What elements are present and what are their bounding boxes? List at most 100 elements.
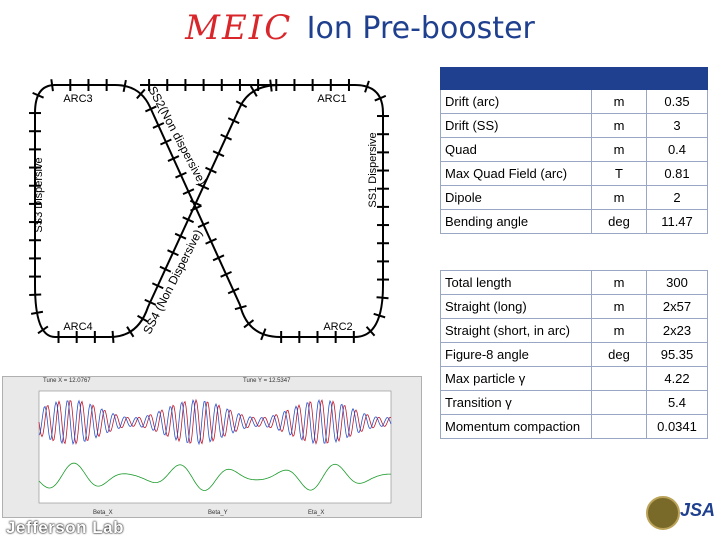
- table-row: Total length m 300: [440, 270, 708, 295]
- lattice-trace: [38, 462, 391, 491]
- label-arc4: ARC4: [63, 321, 92, 333]
- magnet-tick: [311, 79, 314, 91]
- magnet-tick: [243, 319, 255, 329]
- param-value: 300: [646, 270, 708, 295]
- magnet-tick: [29, 257, 41, 260]
- label-arc2: ARC2: [323, 321, 352, 333]
- magnet-tick: [190, 204, 202, 212]
- magnet-tick: [329, 79, 332, 91]
- magnet-tick: [151, 282, 164, 290]
- magnet-tick: [29, 166, 42, 169]
- magnet-tick: [167, 155, 180, 162]
- param-name: Bending angle: [440, 209, 592, 234]
- magnet-tick: [159, 265, 172, 273]
- param-name: Drift (SS): [440, 113, 592, 138]
- magnet-tick: [87, 79, 90, 92]
- magnet-tick: [30, 310, 44, 315]
- tune-x-readout: Tune X = 12.0767: [43, 378, 91, 384]
- label-ss3: SS3 Dispersive: [33, 157, 45, 232]
- magnet-tick: [377, 242, 389, 245]
- param-name: Straight (long): [440, 294, 592, 319]
- meic-logo: MEIC: [185, 8, 293, 48]
- magnet-tick: [220, 79, 223, 91]
- param-value: 5.4: [646, 390, 708, 415]
- param-name: Total length: [440, 270, 592, 295]
- legend-eta-x: Eta_X: [308, 510, 324, 516]
- param-unit: m: [591, 113, 647, 138]
- label-ss4: SS4 (Non Dispersive): [140, 227, 205, 336]
- magnet-tick: [374, 94, 387, 102]
- magnet-tick: [352, 331, 355, 343]
- table-row: Figure-8 angle deg 95.35: [440, 342, 708, 367]
- magnet-tick: [184, 79, 187, 91]
- table-row: Drift (SS) m 3: [440, 113, 708, 138]
- magnet-tick: [93, 331, 96, 343]
- slide-title: MEIC Ion Pre-booster: [0, 8, 720, 52]
- magnet-tick: [144, 105, 157, 113]
- magnet-tick: [377, 205, 389, 208]
- beta-function-traces: Beta_X Beta_Y Eta_X: [38, 390, 392, 516]
- jefferson-lab-logo: Jefferson Lab: [6, 518, 124, 537]
- doe-seal-icon: [646, 496, 680, 530]
- magnet-tick: [111, 330, 115, 343]
- magnet-tick: [166, 79, 169, 91]
- magnet-tick: [238, 79, 241, 91]
- param-value: 2x57: [646, 294, 708, 319]
- magnet-tick: [334, 331, 337, 343]
- magnet-tick: [316, 331, 319, 343]
- param-name: Straight (short, in arc): [440, 318, 592, 343]
- magnet-parameter-table: Drift (arc) m 0.35 Drift (SS) m 3 Quad m 0.4 Max …: [440, 67, 708, 234]
- magnet-tick: [377, 187, 389, 190]
- param-value: 2x23: [646, 318, 708, 343]
- magnet-tick: [167, 249, 179, 257]
- magnet-tick: [220, 270, 232, 278]
- footer-bar: Jefferson Lab: [0, 516, 720, 540]
- magnet-tick: [29, 112, 42, 115]
- legend-beta-y: Beta_Y: [208, 510, 228, 516]
- magnet-tick: [235, 100, 248, 109]
- magnet-tick: [373, 312, 386, 319]
- magnet-tick: [365, 326, 376, 337]
- table-row: Straight (short, in arc) m 2x23: [440, 318, 708, 343]
- magnet-tick: [227, 117, 240, 125]
- param-name: Transition γ: [440, 390, 592, 415]
- table-row: Momentum compaction 0.0341: [440, 414, 708, 439]
- param-value: 0.81: [646, 161, 708, 186]
- magnet-tick: [377, 115, 389, 118]
- table-row: Transition γ 5.4: [440, 390, 708, 415]
- magnet-tick: [29, 184, 42, 187]
- param-value: 0.4: [646, 137, 708, 162]
- magnet-tick: [105, 79, 108, 91]
- param-unit: m: [591, 137, 647, 162]
- magnet-tick: [220, 133, 232, 141]
- magnet-tick: [212, 150, 225, 158]
- param-value: 3: [646, 113, 708, 138]
- param-value: 2: [646, 185, 708, 210]
- param-value: 95.35: [646, 342, 708, 367]
- magnet-tick: [137, 314, 149, 323]
- magnet-tick: [280, 331, 283, 343]
- magnet-tick: [197, 221, 210, 229]
- magnet-tick: [260, 328, 267, 341]
- magnet-tick: [234, 304, 247, 311]
- table-row: Max particle γ 4.22: [440, 366, 708, 391]
- magnet-tick: [377, 224, 389, 227]
- magnet-tick: [29, 239, 42, 242]
- magnet-tick: [205, 237, 217, 245]
- param-value: 11.47: [646, 209, 708, 234]
- magnet-tick: [376, 296, 389, 300]
- magnet-tick: [377, 133, 389, 136]
- param-unit: m: [591, 270, 647, 295]
- ring-parameter-table: Total length m 300 Straight (long) m 2x57 Stra…: [440, 270, 708, 439]
- magnet-tick: [29, 130, 42, 133]
- legend-beta-x: Beta_X: [93, 510, 113, 516]
- magnet-tick: [202, 79, 205, 91]
- magnet-tick: [364, 80, 370, 93]
- magnet-tick: [29, 202, 42, 205]
- lattice-trace: [38, 398, 392, 446]
- table-header: [440, 67, 708, 90]
- magnet-tick: [29, 221, 42, 224]
- param-name: Quad: [440, 137, 592, 162]
- param-value: 0.35: [646, 89, 708, 114]
- magnet-tick: [122, 79, 127, 93]
